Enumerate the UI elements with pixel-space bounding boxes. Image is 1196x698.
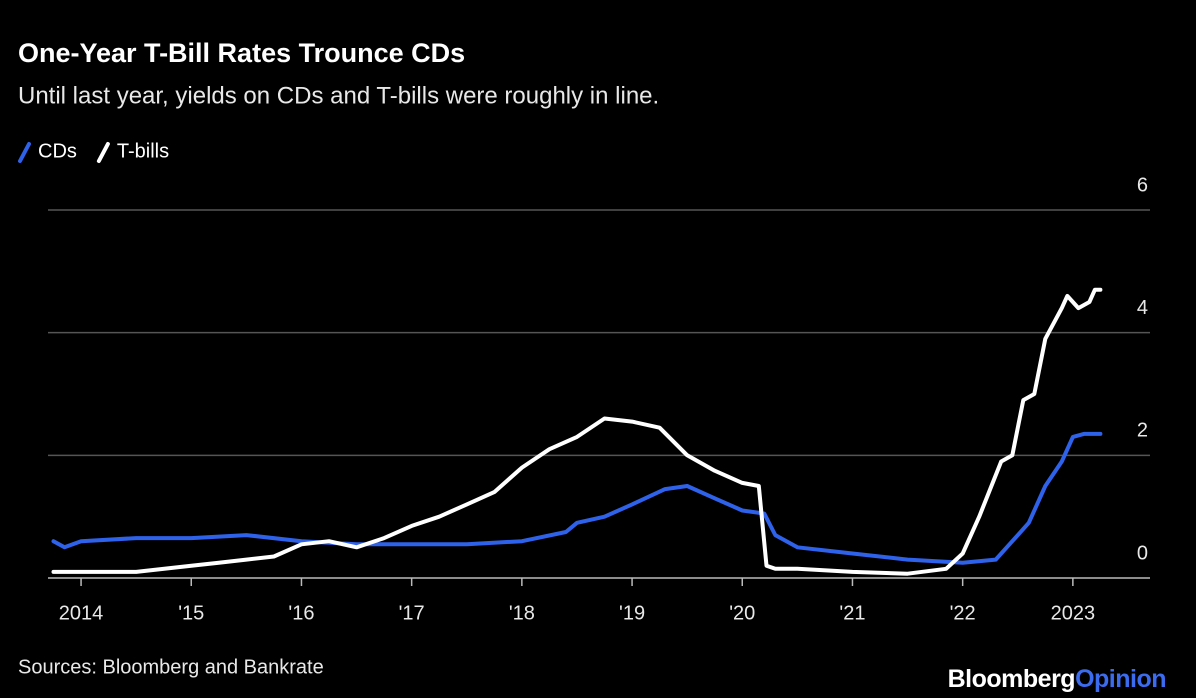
legend-label: CDs (38, 140, 77, 162)
y-tick-label: 0 (1137, 542, 1148, 564)
x-tick-label: '22 (950, 602, 976, 624)
x-tick-label: '20 (729, 602, 755, 624)
y-tick-label: 4 (1137, 297, 1148, 319)
legend-label: T-bills (117, 140, 169, 162)
brand-logo: BloombergOpinion (948, 665, 1166, 693)
source-note: Sources: Bloomberg and Bankrate (18, 656, 324, 678)
series-line (51, 431, 1103, 565)
x-tick-label: '17 (399, 602, 425, 624)
series-line (51, 287, 1103, 576)
legend-swatch (18, 142, 31, 163)
x-tick-label: '19 (619, 602, 645, 624)
x-tick-label: '18 (509, 602, 535, 624)
x-tick-label: 2014 (59, 602, 104, 624)
chart-title: One-Year T-Bill Rates Trounce CDs (18, 38, 465, 68)
y-tick-label: 2 (1137, 420, 1148, 442)
y-tick-label: 6 (1137, 174, 1148, 196)
x-tick-label: 2023 (1051, 602, 1096, 624)
x-tick-label: '21 (839, 602, 865, 624)
x-tick-label: '16 (288, 602, 314, 624)
logo-accent: Opinion (1075, 665, 1166, 693)
logo-main: Bloomberg (948, 665, 1075, 693)
legend-swatch (96, 142, 110, 163)
chart-subtitle: Until last year, yields on CDs and T-bil… (18, 82, 659, 109)
x-tick-label: '15 (178, 602, 204, 624)
